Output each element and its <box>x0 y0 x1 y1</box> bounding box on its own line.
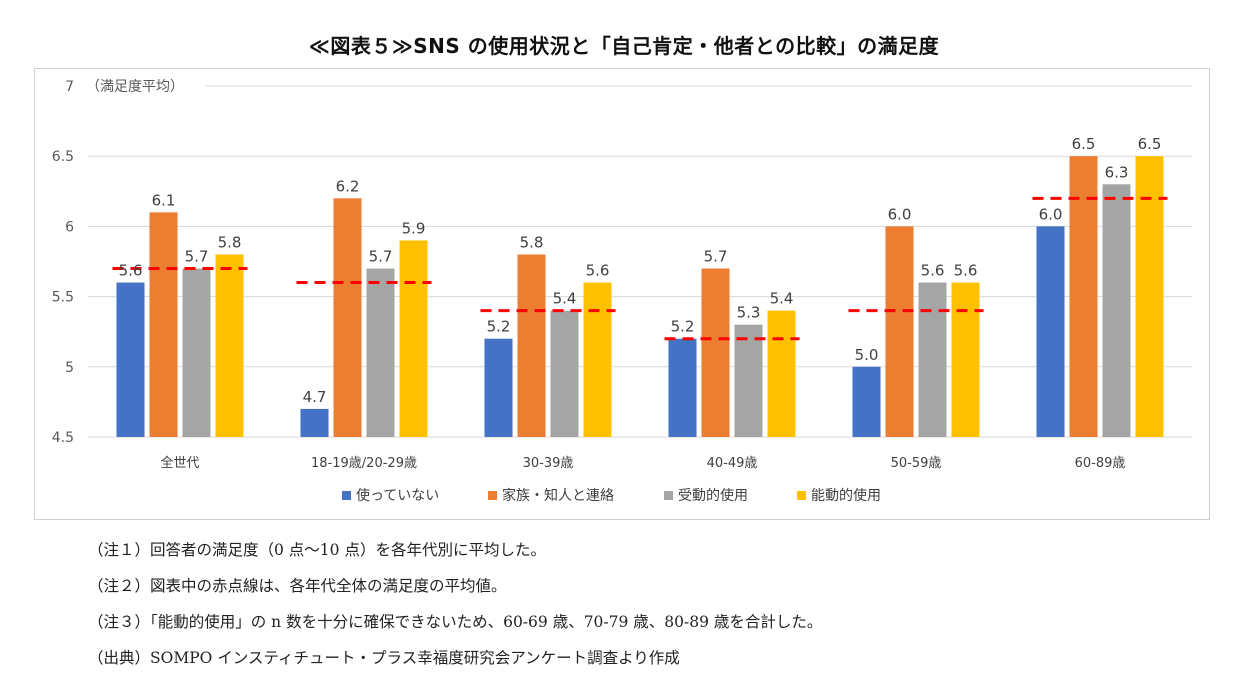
bar <box>1102 184 1131 437</box>
data-label: 6.0 <box>888 205 912 223</box>
data-label: 6.1 <box>152 191 176 209</box>
data-label: 5.2 <box>487 318 511 336</box>
bar <box>116 282 145 437</box>
note-1: （注１）回答者の満足度（0 点～10 点）を各年代別に平均した。 <box>88 541 546 559</box>
data-label: 5.7 <box>369 248 393 266</box>
bar <box>366 268 395 437</box>
data-label: 6.5 <box>1138 135 1162 153</box>
bar <box>1069 156 1098 437</box>
legend-swatch <box>664 491 673 500</box>
data-label: 5.6 <box>954 262 978 280</box>
source-note: （出典）SOMPO インスティチュート・プラス幸福度研究会アンケート調査より作成 <box>88 649 680 667</box>
legend: 使っていない 家族・知人と連絡 受動的使用 能動的使用 <box>342 487 881 504</box>
data-label: 6.3 <box>1105 163 1129 181</box>
bar <box>583 282 612 437</box>
note-3: （注３）「能動的使用」の n 数を十分に確保できないため、60-69 歳、70-… <box>88 613 823 631</box>
data-label: 5.8 <box>520 233 544 251</box>
bar <box>300 408 329 437</box>
bar <box>767 310 796 437</box>
legend-label: 受動的使用 <box>678 487 748 504</box>
data-label: 5.2 <box>671 318 695 336</box>
data-label: 6.5 <box>1072 135 1096 153</box>
bar <box>918 282 947 437</box>
bar <box>1135 156 1164 437</box>
note-2: （注２）図表中の赤点線は、各年代全体の満足度の平均値。 <box>88 577 507 595</box>
bar <box>885 226 914 437</box>
bar <box>701 268 730 437</box>
x-category-label: 30-39歳 <box>523 456 574 471</box>
bar <box>399 240 428 437</box>
data-label: 5.9 <box>402 219 426 237</box>
bar <box>517 254 546 437</box>
bar <box>852 366 881 437</box>
bar <box>182 268 211 437</box>
y-axis-ticks: 4.5 5 5.5 6 6.5 7 <box>52 79 74 446</box>
data-label: 5.7 <box>185 248 209 266</box>
data-label: 5.7 <box>704 248 728 266</box>
category-labels: 全世代 18-19歳/20-29歳 30-39歳 40-49歳 50-59歳 60-89歳 <box>160 455 1125 471</box>
bar <box>1036 226 1065 437</box>
data-label: 5.3 <box>737 304 761 322</box>
data-label: 5.0 <box>855 346 879 364</box>
legend-label: 使っていない <box>356 487 439 504</box>
bar <box>951 282 980 437</box>
y-tick-label: 7 <box>65 79 74 95</box>
y-tick-label: 4.5 <box>52 430 74 446</box>
bar <box>734 324 763 437</box>
x-category-label: 全世代 <box>160 455 199 471</box>
legend-swatch <box>488 491 497 500</box>
value-labels: 5.6 6.1 5.7 5.8 4.7 6.2 5.7 5.9 5.2 5.8 5.4 5.6 5.2 5… <box>119 135 1162 406</box>
bar <box>550 310 579 437</box>
legend-label: 家族・知人と連絡 <box>502 487 614 504</box>
bar <box>484 338 513 437</box>
x-category-label: 60-89歳 <box>1075 456 1126 471</box>
data-label: 4.7 <box>303 388 327 406</box>
y-tick-label: 5 <box>65 360 74 376</box>
data-label: 5.6 <box>921 262 945 280</box>
x-category-label: 50-59歳 <box>891 456 942 471</box>
data-label: 5.4 <box>553 290 577 308</box>
notes: （注１）回答者の満足度（0 点～10 点）を各年代別に平均した。 （注２）図表中… <box>88 540 822 684</box>
y-tick-label: 5.5 <box>52 290 74 306</box>
bar <box>333 198 362 437</box>
bar <box>668 338 697 437</box>
x-category-label: 18-19歳/20-29歳 <box>311 456 417 471</box>
chart-title: ≪図表５≫SNS の使用状況と「自己肯定・他者との比較」の満足度 <box>308 34 940 58</box>
data-label: 5.6 <box>119 262 143 280</box>
data-label: 5.4 <box>770 290 794 308</box>
x-category-label: 40-49歳 <box>707 456 758 471</box>
legend-label: 能動的使用 <box>811 487 881 504</box>
y-tick-label: 6 <box>65 219 74 235</box>
gridlines <box>88 85 1192 438</box>
y-axis-label: （満足度平均） <box>86 79 184 95</box>
bar <box>149 212 178 437</box>
bar-chart: 4.555.566.57 （満足度平均） 5.66.15.75.84.76.25… <box>52 79 1192 504</box>
legend-swatch <box>342 491 351 500</box>
bar <box>215 254 244 437</box>
data-label: 5.8 <box>218 233 242 251</box>
average-lines <box>112 196 1168 341</box>
data-label: 6.0 <box>1039 205 1063 223</box>
data-label: 5.6 <box>586 262 610 280</box>
data-label: 6.2 <box>336 177 360 195</box>
y-tick-label: 6.5 <box>52 149 74 165</box>
legend-swatch <box>797 491 806 500</box>
bars <box>116 156 1164 437</box>
